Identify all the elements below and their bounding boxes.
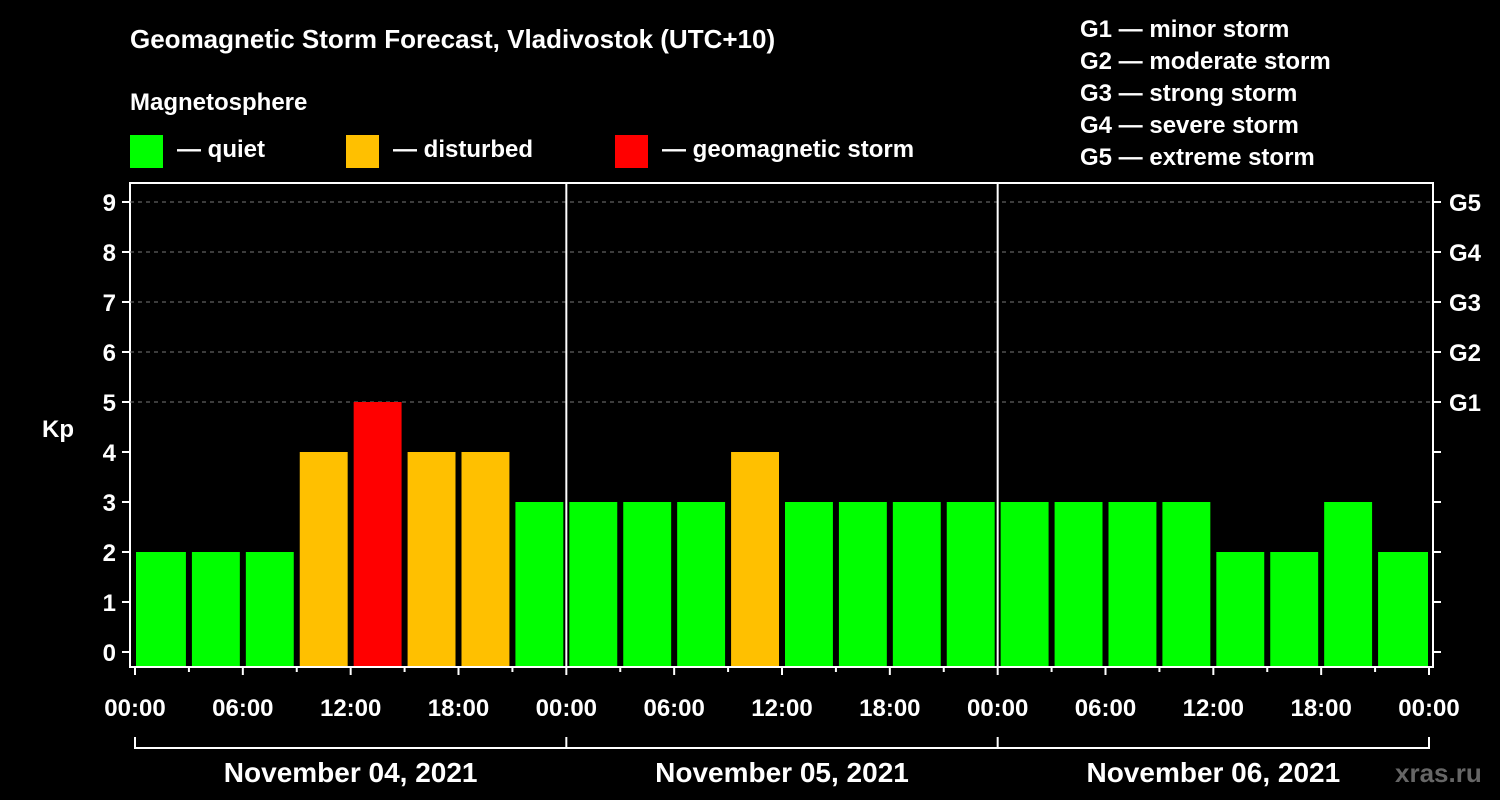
kp-bar (569, 502, 618, 666)
x-tick-label: 00:00 (536, 695, 597, 722)
x-tick-label: 06:00 (212, 695, 273, 722)
g-scale-label: G3 (1449, 290, 1481, 317)
g-scale-label: G1 (1449, 390, 1481, 417)
legend-label-storm: — geomagnetic storm (662, 136, 914, 163)
legend-swatch-quiet (130, 135, 163, 168)
y-tick-label: 8 (103, 240, 116, 267)
x-tick-label: 00:00 (104, 695, 165, 722)
storm-scale-g2: G2 — moderate storm (1080, 48, 1331, 75)
x-tick-label: 00:00 (1398, 695, 1459, 722)
kp-bar (1270, 552, 1319, 666)
y-tick-label: 6 (103, 340, 116, 367)
plot-area: 0 1 2 3 4 5 6 7 8 9 G1 G2 G3 G4 G5 00:00 06:00 12:00 18:00… (103, 182, 1482, 788)
x-tick-label: 12:00 (1183, 695, 1244, 722)
kp-bar (1216, 552, 1265, 666)
x-tick-label: 18:00 (859, 695, 920, 722)
kp-bar (1000, 502, 1049, 666)
kp-bar (677, 502, 726, 666)
kp-bar (1324, 502, 1373, 666)
legend-swatch-disturbed (346, 135, 379, 168)
kp-bar (1054, 502, 1103, 666)
y-tick-label: 4 (103, 440, 117, 467)
kp-bar (136, 552, 186, 666)
kp-bar (1108, 502, 1157, 666)
storm-scale-g5: G5 — extreme storm (1080, 144, 1315, 171)
legend-label-quiet: — quiet (177, 136, 265, 163)
y-tick-label: 7 (103, 290, 116, 317)
y-tick-label: 2 (103, 540, 116, 567)
kp-bar (407, 452, 456, 666)
kp-bar (892, 502, 941, 666)
kp-bar (353, 402, 402, 666)
kp-bar (515, 502, 564, 666)
storm-scale-g1: G1 — minor storm (1080, 16, 1289, 43)
kp-bar (1162, 502, 1211, 666)
g-scale-label: G4 (1449, 240, 1482, 267)
y-axis-label: Kp (42, 416, 74, 443)
y-tick-label: 0 (103, 640, 116, 667)
chart-title: Geomagnetic Storm Forecast, Vladivostok … (130, 24, 775, 54)
y-tick-label: 3 (103, 490, 116, 517)
kp-bar (623, 502, 672, 666)
legend: — quiet — disturbed — geomagnetic storm (130, 135, 914, 168)
magnetosphere-subtitle: Magnetosphere (130, 89, 307, 116)
kp-bar (838, 502, 887, 666)
storm-scale-legend: G1 — minor storm G2 — moderate storm G3 … (1080, 16, 1331, 171)
date-label: November 04, 2021 (224, 757, 478, 788)
y-tick-label: 5 (103, 390, 116, 417)
x-tick-label: 12:00 (320, 695, 381, 722)
storm-scale-g3: G3 — strong storm (1080, 80, 1297, 107)
kp-bar (1378, 552, 1428, 666)
legend-label-disturbed: — disturbed (393, 136, 533, 163)
date-label: November 06, 2021 (1086, 757, 1340, 788)
x-tick-label: 06:00 (1075, 695, 1136, 722)
watermark: xras.ru (1395, 758, 1482, 788)
kp-bar (461, 452, 510, 666)
legend-swatch-storm (615, 135, 648, 168)
x-tick-label: 18:00 (1290, 695, 1351, 722)
g-scale-label: G5 (1449, 190, 1481, 217)
kp-bar (245, 552, 294, 666)
x-tick-label: 00:00 (967, 695, 1028, 722)
kp-bar (946, 502, 995, 666)
x-tick-label: 06:00 (643, 695, 704, 722)
y-tick-label: 1 (103, 590, 116, 617)
y-tick-label: 9 (103, 190, 116, 217)
kp-bar (191, 552, 240, 666)
kp-bar (731, 452, 779, 666)
storm-scale-g4: G4 — severe storm (1080, 112, 1299, 139)
x-tick-label: 12:00 (751, 695, 812, 722)
date-label: November 05, 2021 (655, 757, 909, 788)
x-tick-label: 18:00 (428, 695, 489, 722)
g-scale-label: G2 (1449, 340, 1481, 367)
kp-bar (299, 452, 348, 666)
kp-bar (785, 502, 833, 666)
